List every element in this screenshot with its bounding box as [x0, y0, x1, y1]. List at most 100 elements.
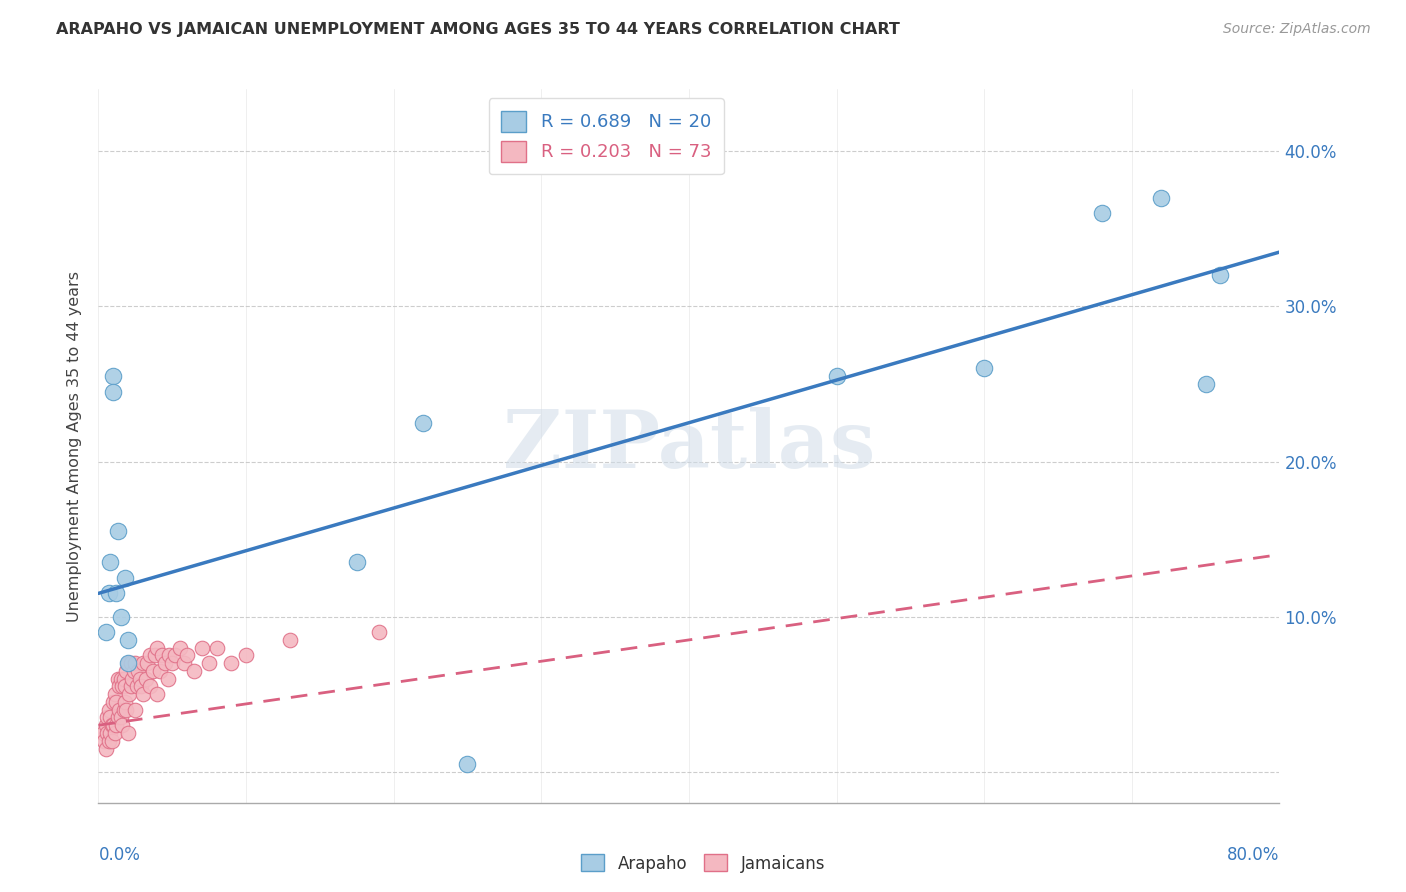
Point [127, 664, 149, 678]
Point [219, 656, 242, 670]
Point [96, 726, 118, 740]
Point [103, 384, 125, 399]
Point [98, 555, 121, 569]
Point [114, 680, 136, 694]
Point [1209, 268, 1232, 283]
Point [136, 656, 159, 670]
Point [368, 625, 391, 640]
Point [146, 687, 169, 701]
Point [105, 718, 128, 732]
Point [139, 648, 162, 663]
Point [104, 726, 127, 740]
Point [103, 695, 125, 709]
Point [115, 664, 138, 678]
Point [124, 656, 146, 670]
Point [97, 586, 120, 600]
Point [111, 680, 134, 694]
Point [117, 656, 139, 670]
Point [117, 632, 139, 647]
Legend: R = 0.689   N = 20, R = 0.203   N = 73: R = 0.689 N = 20, R = 0.203 N = 73 [488, 98, 724, 174]
Point [110, 609, 132, 624]
Legend: Arapaho, Jamaicans: Arapaho, Jamaicans [574, 847, 832, 880]
Point [346, 555, 368, 569]
Point [97, 703, 120, 717]
Point [110, 710, 132, 724]
Point [150, 648, 173, 663]
Point [132, 656, 155, 670]
Point [94, 741, 117, 756]
Point [103, 369, 125, 384]
Point [108, 703, 131, 717]
Point [112, 672, 135, 686]
Point [235, 648, 257, 663]
Point [973, 361, 995, 376]
Text: Source: ZipAtlas.com: Source: ZipAtlas.com [1223, 22, 1371, 37]
Point [91, 726, 114, 740]
Point [165, 648, 187, 663]
Point [156, 672, 179, 686]
Point [1091, 206, 1114, 220]
Point [114, 695, 136, 709]
Point [157, 648, 180, 663]
Point [112, 703, 135, 717]
Point [103, 718, 125, 732]
Point [121, 672, 143, 686]
Point [105, 586, 128, 600]
Point [198, 656, 221, 670]
Point [93, 733, 115, 747]
Text: ARAPAHO VS JAMAICAN UNEMPLOYMENT AMONG AGES 35 TO 44 YEARS CORRELATION CHART: ARAPAHO VS JAMAICAN UNEMPLOYMENT AMONG A… [56, 22, 900, 37]
Point [139, 680, 162, 694]
Point [183, 664, 205, 678]
Point [107, 672, 129, 686]
Point [108, 680, 131, 694]
Point [278, 632, 302, 647]
Point [107, 710, 129, 724]
Point [114, 571, 136, 585]
Point [1195, 376, 1218, 391]
Point [115, 703, 138, 717]
Point [122, 664, 145, 678]
Point [135, 672, 157, 686]
Point [412, 416, 434, 430]
Point [97, 733, 120, 747]
Point [117, 656, 139, 670]
Point [124, 703, 146, 717]
Point [176, 648, 198, 663]
Point [132, 687, 155, 701]
Point [98, 726, 121, 740]
Point [146, 640, 169, 655]
Point [125, 680, 148, 694]
Point [104, 687, 127, 701]
Point [1150, 191, 1173, 205]
Point [105, 695, 128, 709]
Point [825, 369, 848, 384]
Point [100, 733, 122, 747]
Text: ZIPatlas: ZIPatlas [503, 407, 875, 485]
Point [149, 664, 172, 678]
Point [120, 680, 142, 694]
Point [162, 656, 183, 670]
Point [111, 718, 134, 732]
Point [205, 640, 228, 655]
Point [117, 726, 139, 740]
Point [153, 656, 176, 670]
Point [100, 718, 122, 732]
Point [169, 640, 191, 655]
Point [129, 680, 152, 694]
Point [173, 656, 195, 670]
Point [110, 672, 132, 686]
Point [107, 524, 129, 539]
Point [191, 640, 214, 655]
Point [94, 718, 117, 732]
Point [96, 710, 118, 724]
Point [456, 757, 478, 772]
Point [142, 664, 165, 678]
Text: 80.0%: 80.0% [1227, 846, 1279, 863]
Y-axis label: Unemployment Among Ages 35 to 44 years: Unemployment Among Ages 35 to 44 years [67, 270, 83, 622]
Point [118, 687, 141, 701]
Text: 0.0%: 0.0% [98, 846, 141, 863]
Point [94, 625, 117, 640]
Point [128, 672, 150, 686]
Point [143, 648, 166, 663]
Point [120, 656, 142, 670]
